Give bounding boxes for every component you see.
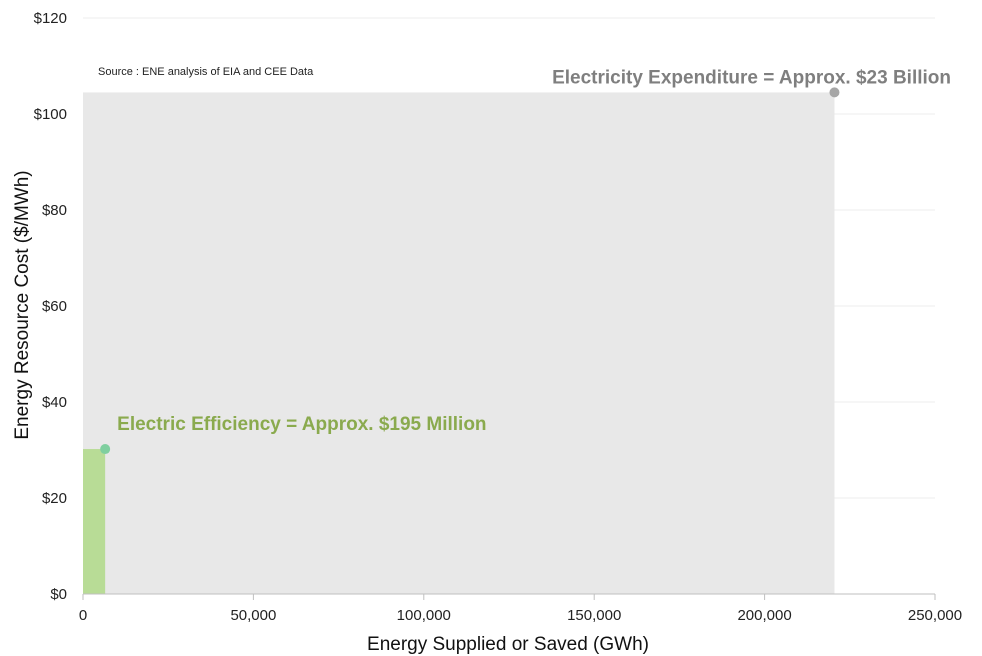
x-axis-title: Energy Supplied or Saved (GWh) [367, 634, 649, 655]
plot-areas [83, 92, 835, 595]
y-tick-label: $40 [42, 394, 67, 411]
data-points [100, 87, 840, 455]
electric-efficiency-area [83, 449, 106, 594]
electricity-expenditure-area [83, 92, 835, 595]
y-axis-title: Energy Resource Cost ($/MWh) [12, 170, 33, 439]
x-tick-labels: 0 50,000 100,000 150,000 200,000 250,000 [79, 607, 962, 624]
y-tick-label: $120 [34, 10, 67, 27]
electric-efficiency-annotation: Electric Efficiency = Approx. $195 Milli… [117, 414, 486, 435]
electric-efficiency-point [100, 444, 111, 455]
x-tick-label: 50,000 [230, 607, 276, 624]
axes [82, 593, 936, 600]
y-tick-label: $20 [42, 490, 67, 507]
electricity-expenditure-annotation: Electricity Expenditure = Approx. $23 Bi… [552, 67, 951, 88]
y-tick-label: $80 [42, 202, 67, 219]
annotations: Electricity Expenditure = Approx. $23 Bi… [117, 67, 951, 435]
y-tick-label: $100 [34, 106, 67, 123]
electricity-expenditure-point [829, 87, 840, 98]
x-tick-label: 150,000 [567, 607, 621, 624]
x-tick-label: 250,000 [908, 607, 962, 624]
x-tick-label: 100,000 [397, 607, 451, 624]
y-tick-label: $0 [50, 586, 67, 603]
source-note: Source : ENE analysis of EIA and CEE Dat… [98, 66, 314, 78]
y-tick-labels: $0 $20 $40 $60 $80 $100 $120 [34, 10, 67, 603]
y-tick-label: $60 [42, 298, 67, 315]
x-tick-label: 0 [79, 607, 87, 624]
x-tick-label: 200,000 [737, 607, 791, 624]
